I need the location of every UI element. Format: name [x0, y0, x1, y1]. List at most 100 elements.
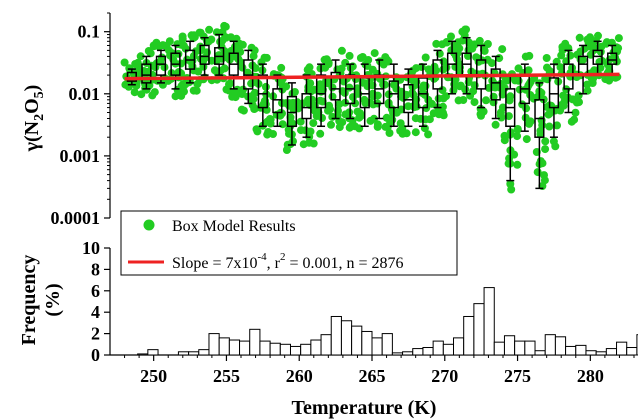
- scatter-point: [421, 81, 430, 90]
- box-plot: [534, 82, 545, 190]
- box-plot: [461, 36, 472, 95]
- histogram-bar: [330, 315, 342, 356]
- scatter-point: [263, 130, 272, 139]
- scatter-point: [455, 44, 464, 53]
- regression-line: [124, 72, 620, 81]
- box-plot: [155, 49, 167, 84]
- histogram-bar: [228, 339, 241, 356]
- scatter-point: [157, 53, 166, 62]
- scatter-point: [420, 124, 429, 133]
- scatter-point: [310, 101, 319, 110]
- histogram-bar: [544, 334, 556, 356]
- scatter-point: [180, 87, 188, 96]
- scatter-point: [487, 59, 496, 68]
- scatter-point: [540, 176, 549, 185]
- box-iqr: [403, 83, 414, 114]
- scatter-point: [130, 88, 139, 97]
- y-tick-label: 0.01: [69, 84, 101, 104]
- scatter-point: [216, 66, 225, 75]
- scatter-point: [536, 157, 545, 166]
- box-plot: [243, 49, 254, 105]
- scatter-point: [578, 55, 587, 64]
- histogram-bar: [239, 340, 251, 356]
- scatter-point: [177, 59, 186, 68]
- scatter-point: [432, 39, 441, 48]
- histogram-bar: [289, 345, 302, 356]
- box-plot: [199, 36, 210, 76]
- scatter-point: [424, 130, 433, 139]
- box-plot: [315, 63, 327, 128]
- scatter-point: [545, 122, 554, 131]
- scatter-point: [522, 104, 531, 113]
- scatter-point: [567, 117, 576, 126]
- scatter-point: [286, 113, 295, 122]
- scatter-point: [390, 80, 399, 89]
- scatter-point: [277, 63, 286, 72]
- scatter-point: [586, 33, 594, 42]
- box-iqr: [126, 71, 137, 82]
- legend-label-regression: Slope = 7x10-4, r2 = 0.001, n = 2876: [172, 251, 404, 272]
- scatter-point: [120, 58, 129, 67]
- y-tick-label: 4: [91, 302, 100, 322]
- scatter-point: [380, 80, 389, 89]
- box-iqr: [592, 49, 603, 65]
- scatter-point: [353, 107, 362, 116]
- scatter-point: [165, 37, 174, 46]
- scatter-point: [427, 66, 436, 75]
- box-iqr: [272, 88, 283, 114]
- histogram-bar: [483, 287, 495, 356]
- y-tick-label: 6: [91, 281, 100, 301]
- bottom-y-axis-title-line1: Frequency: [18, 255, 40, 346]
- scatter-point: [500, 131, 509, 140]
- y-tick-label: 0.1: [78, 22, 101, 42]
- scatter-point: [284, 125, 293, 134]
- y-tick-label: 0: [91, 345, 100, 365]
- scatter-point: [470, 40, 479, 49]
- histogram-bar: [218, 337, 230, 356]
- scatter-point: [439, 109, 447, 117]
- scatter-point: [513, 125, 522, 133]
- histogram-bar: [340, 320, 353, 356]
- histogram-bar: [402, 351, 414, 356]
- scatter-point: [187, 31, 196, 40]
- histogram-bar: [269, 342, 281, 356]
- scatter-point: [282, 82, 291, 91]
- histogram-bar: [310, 339, 322, 356]
- scatter-point: [533, 168, 542, 177]
- histogram-bar: [493, 341, 505, 356]
- scatter-point: [251, 64, 260, 73]
- scatter-point: [464, 52, 472, 60]
- histogram-bar: [453, 337, 465, 356]
- histogram-bar: [279, 343, 291, 356]
- scatter-point: [542, 54, 551, 62]
- box-iqr: [490, 68, 501, 101]
- histogram-bar: [432, 340, 444, 356]
- box-iqr: [301, 93, 312, 120]
- scatter-point: [497, 113, 506, 122]
- scatter-point: [194, 67, 203, 76]
- scatter-point: [226, 79, 235, 88]
- histogram-bar: [188, 351, 200, 356]
- scatter-point: [571, 108, 580, 117]
- scatter-point: [385, 129, 394, 137]
- scatter-point: [136, 52, 145, 61]
- histogram-bar: [320, 334, 332, 356]
- scatter-point: [181, 80, 190, 89]
- scatter-point: [575, 98, 583, 107]
- scatter-point: [328, 83, 337, 92]
- histogram-bar: [534, 350, 546, 356]
- scatter-point: [360, 95, 369, 104]
- box-iqr: [257, 74, 268, 109]
- histogram-bar: [422, 347, 434, 356]
- x-tick-label: 250: [140, 366, 167, 386]
- scatter-point: [179, 41, 188, 50]
- scatter-point: [541, 145, 550, 154]
- scatter-point: [398, 124, 407, 132]
- scatter-point: [514, 76, 523, 85]
- scatter-point: [327, 120, 335, 129]
- x-axis-title: Temperature (K): [292, 397, 437, 419]
- scatter-point: [469, 87, 478, 96]
- box-iqr: [141, 63, 152, 84]
- scatter-point: [221, 22, 230, 31]
